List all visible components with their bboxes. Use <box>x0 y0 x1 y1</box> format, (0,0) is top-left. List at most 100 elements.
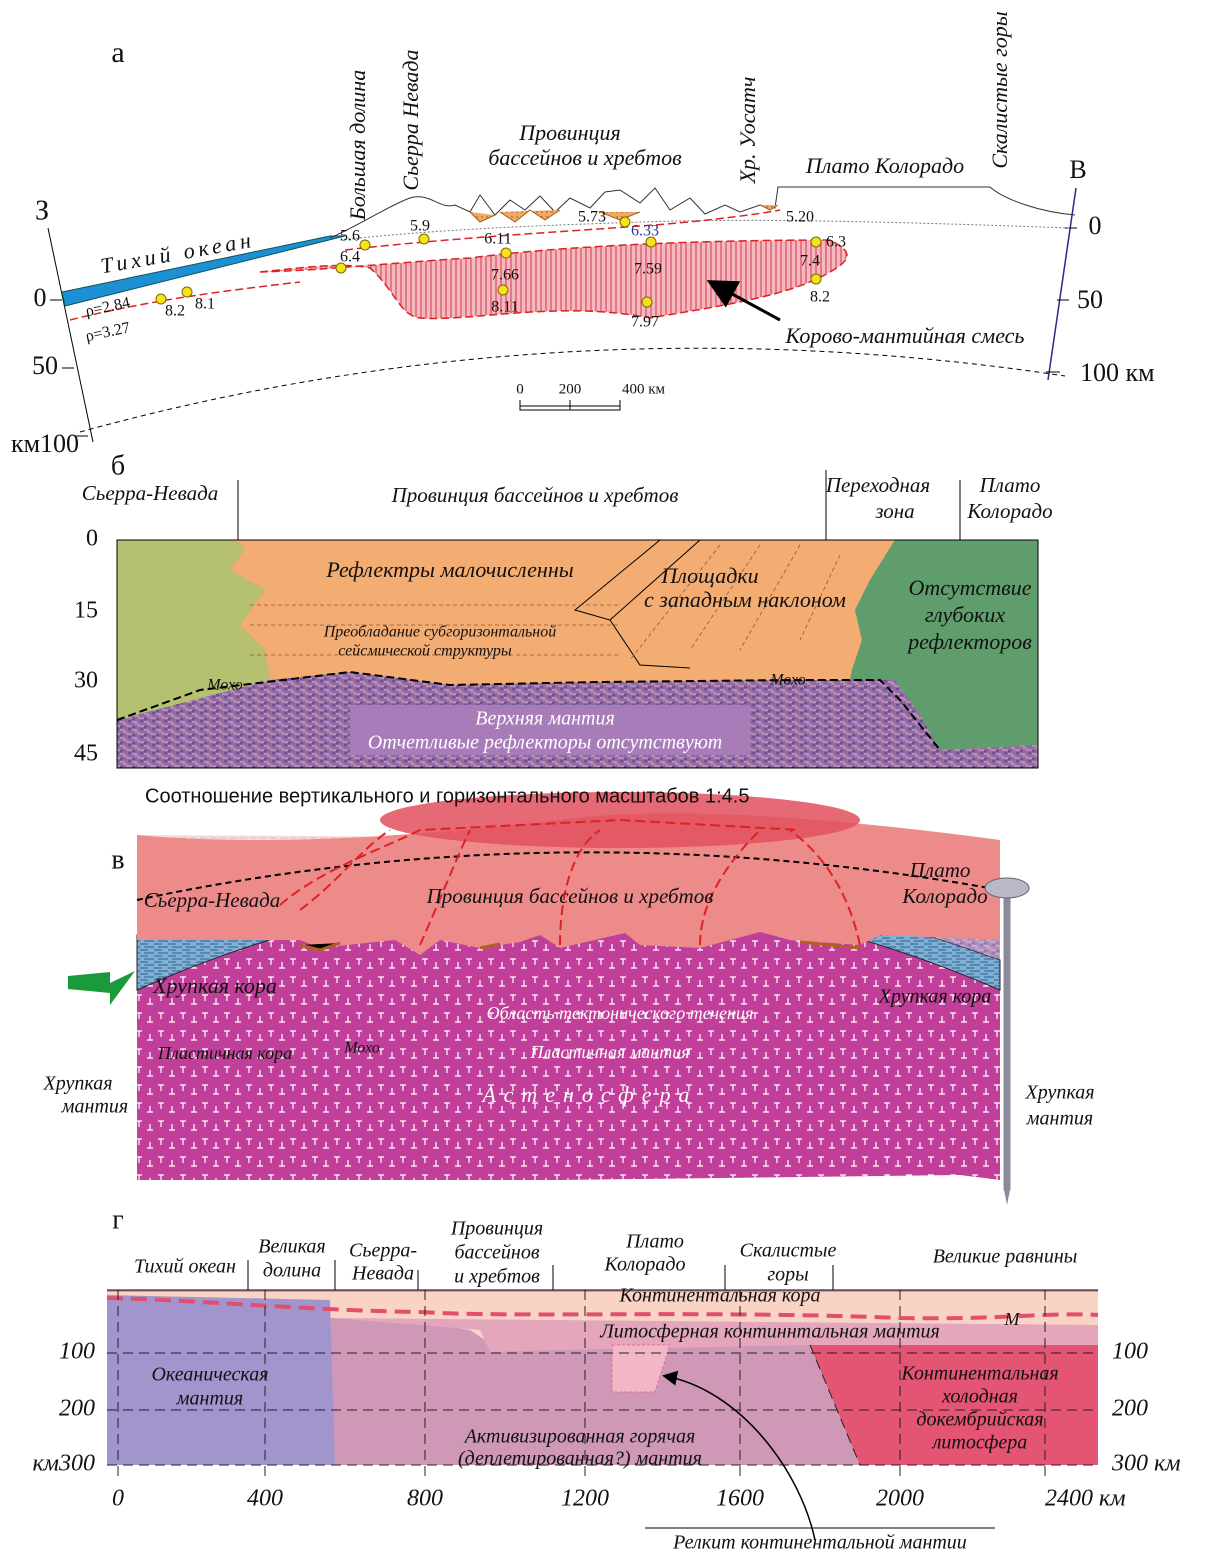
distance-tick: 800 <box>407 1486 443 1512</box>
label: Астеносфера <box>480 1082 697 1107</box>
axis-label: 0 <box>1089 211 1102 240</box>
label: Большая долина <box>345 70 370 221</box>
reflector-lines <box>250 544 841 661</box>
panel-label: а <box>111 36 124 69</box>
label: Активизированная горячая <box>463 1426 696 1448</box>
label: Переходная <box>825 473 930 497</box>
label: Мохо <box>343 1040 379 1057</box>
velocity-label: 8.2 <box>165 303 185 320</box>
label: зона <box>874 499 914 523</box>
depth-tick: 15 <box>74 598 98 624</box>
mantle-label-bg <box>350 705 750 755</box>
label: 200 <box>559 381 582 397</box>
label: и хребтов <box>454 1266 540 1288</box>
lithospheric-mantle <box>330 1318 1098 1352</box>
label: Пластичная кора <box>157 1043 292 1063</box>
label: глубоких <box>925 602 1005 627</box>
label: Область тектонического течения <box>487 1003 754 1023</box>
label: Скалистые горы <box>987 11 1012 168</box>
depth-tick: 45 <box>74 741 98 767</box>
sierra-crust <box>117 540 270 720</box>
axis-label: 100 км <box>1080 358 1155 387</box>
right-axis <box>1047 187 1077 381</box>
pin <box>984 877 1030 1205</box>
region-dividers <box>237 470 961 540</box>
label: бассейнов и хребтов <box>488 145 682 170</box>
basin-fill <box>469 204 779 223</box>
label: мантия <box>1026 1108 1093 1130</box>
ocean-water <box>61 235 346 307</box>
dipping-faults <box>573 539 701 669</box>
label: долина <box>263 1260 321 1282</box>
velocity-label: 7.59 <box>634 261 662 278</box>
velocity-label: 8.11 <box>491 299 518 316</box>
label: Колорадо <box>901 884 987 908</box>
label: Хр. Уосатч <box>735 77 760 185</box>
velocity-label: 5.73 <box>578 209 606 226</box>
panel-v <box>68 792 1030 1205</box>
label: литосфера <box>932 1432 1028 1454</box>
moho-line <box>116 670 941 751</box>
velocity-points <box>155 216 822 308</box>
panel-g <box>106 1260 1099 1541</box>
distance-tick: 2000 <box>876 1486 924 1512</box>
label: сейсмической структуры <box>338 643 512 660</box>
distance-tick: 1200 <box>561 1486 609 1512</box>
label: мантия <box>176 1388 243 1410</box>
label: ρ=3.27 <box>84 319 132 345</box>
distance-tick: 2400 км <box>1045 1486 1126 1512</box>
flow-region <box>380 792 860 848</box>
label: мантия <box>61 1096 128 1118</box>
cold-lithosphere <box>810 1345 1098 1465</box>
velocity-label: 6.33 <box>631 223 659 240</box>
velocity-label: 6.11 <box>484 231 511 248</box>
label: Великие равнины <box>933 1246 1078 1268</box>
label: Плато Колорадо <box>805 153 964 178</box>
left-axis <box>47 227 94 443</box>
depth-tick: 200 <box>1112 1396 1148 1422</box>
depth-tick: 100 <box>1112 1339 1148 1365</box>
moho-m <box>106 1296 1099 1321</box>
lithosphere-base <box>79 347 1066 433</box>
label: (деплетированная?) мантия <box>458 1448 702 1470</box>
relic-arrow <box>662 1370 816 1541</box>
label: Хрупкая кора <box>152 973 277 998</box>
label: Океаническая <box>151 1364 268 1386</box>
label: Плато <box>909 858 971 882</box>
label: Хрупкая кора <box>878 986 992 1008</box>
label: Сьерра-Невада <box>82 481 218 505</box>
label: Соотношение вертикального и горизонтальн… <box>145 785 749 807</box>
label: З <box>35 195 49 226</box>
plateau-crust <box>850 540 1038 750</box>
asthenosphere <box>137 885 1000 1180</box>
axis-label: 50 <box>32 351 58 380</box>
velocity-label: 5.9 <box>410 218 430 235</box>
label: Сьерра- <box>349 1240 417 1262</box>
label: Континентальная <box>900 1363 1058 1385</box>
mix-arrow <box>706 280 781 322</box>
label: В <box>1069 155 1086 184</box>
label: Тихий океан <box>134 1256 236 1278</box>
velocity-label: 5.20 <box>786 209 814 226</box>
label: Верхняя мантия <box>475 708 615 730</box>
label: Провинция <box>450 1218 543 1240</box>
label: горы <box>767 1264 808 1286</box>
sea-level <box>339 219 1071 241</box>
oceanic-mantle <box>107 1295 335 1465</box>
velocity-label: 7.4 <box>800 253 820 270</box>
label: Скалистые <box>740 1240 837 1262</box>
label: Преобладание субгоризонтальной <box>323 624 556 641</box>
region-dividers-g <box>107 1260 1098 1291</box>
basin-sediments <box>299 940 861 952</box>
label: М <box>1004 1309 1021 1329</box>
axis-label: км100 <box>11 429 79 458</box>
label: Отчетливые рефлекторы отсутствуют <box>368 732 723 754</box>
label: Релкит континентальной мантии <box>672 1532 967 1553</box>
depth-tick: 100 <box>59 1339 95 1365</box>
depth-tick: км300 <box>32 1451 95 1477</box>
panel-label: б <box>111 450 125 481</box>
depth-tick: 300 км <box>1111 1451 1181 1477</box>
label: Сьерра Невада <box>398 49 423 190</box>
depth-tick: 0 <box>86 526 98 552</box>
label: бассейнов <box>454 1242 539 1264</box>
